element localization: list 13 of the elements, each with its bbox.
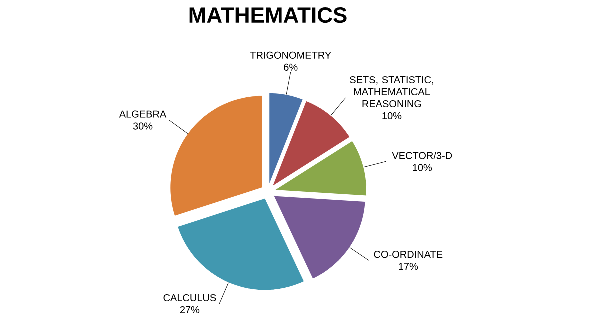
slice-label: VECTOR/3-D <box>392 152 452 160</box>
data-label: 10% <box>382 112 402 120</box>
slice-label: CALCULUS <box>164 294 216 302</box>
data-label: 30% <box>133 122 153 130</box>
data-label: 10% <box>413 164 432 172</box>
slice-label: SETS, STATISTIC, MATHEMATICAL REASONING <box>350 76 434 108</box>
slice-label: ALGEBRA <box>119 110 167 118</box>
data-label: 27% <box>180 306 200 314</box>
slice-label: CO-ORDINATE <box>374 251 443 258</box>
data-label: 17% <box>399 263 418 270</box>
data-label: 6% <box>284 64 298 71</box>
chart-title: MATHEMATICS <box>190 8 347 24</box>
slice-label: TRIGONOMETRY <box>250 52 332 59</box>
